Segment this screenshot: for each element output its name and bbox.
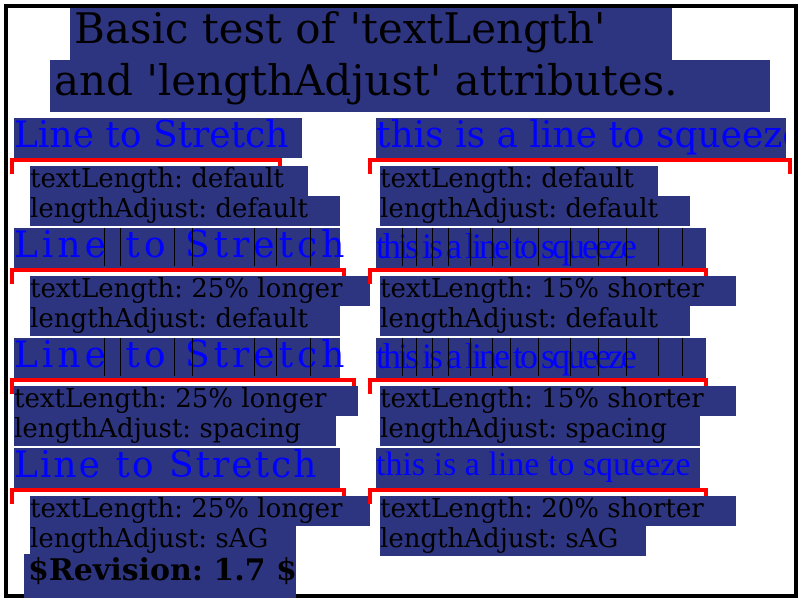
left-row-1-label-2: lengthAdjust: default xyxy=(30,196,340,226)
right-row-1-label-2: lengthAdjust: default xyxy=(380,196,690,226)
canvas-border xyxy=(4,4,798,598)
left-row-3-label-2: lengthAdjust: spacing xyxy=(14,416,336,446)
left-row-1-label-1: textLength: default xyxy=(30,166,308,196)
right-row-1-label-1: textLength: default xyxy=(380,166,658,196)
right-row-4-label-1: textLength: 20% shorter xyxy=(380,496,736,526)
right-row-3-label-2: lengthAdjust: spacing xyxy=(380,416,700,446)
right-row-3-label-1: textLength: 15% shorter xyxy=(380,386,736,416)
right-glyph-ticks-3 xyxy=(376,338,706,378)
left-row-4-label-1: textLength: 25% longer xyxy=(30,496,370,526)
left-test-text-1: Line to Stretch xyxy=(14,118,302,158)
right-row-4-label-2: lengthAdjust: sAG xyxy=(380,526,646,556)
right-length-bracket-1 xyxy=(368,158,792,178)
right-row-2-label-2: lengthAdjust: default xyxy=(380,306,690,336)
title-line-1: Basic test of 'textLength' xyxy=(70,8,672,60)
revision-label: $Revision: 1.7 $ xyxy=(24,554,297,598)
right-test-text-2: this is a line to squeeze xyxy=(376,228,706,268)
left-row-3-label-1: textLength: 25% longer xyxy=(14,386,358,416)
title-line-2: and 'lengthAdjust' attributes. xyxy=(50,60,770,112)
right-test-text-4: this is a line to squeeze xyxy=(376,448,700,488)
left-glyph-ticks-2 xyxy=(14,228,340,268)
left-row-2-label-2: lengthAdjust: default xyxy=(30,306,340,336)
right-glyph-ticks-2 xyxy=(376,228,706,268)
left-glyph-ticks-3 xyxy=(14,338,340,378)
right-row-2-label-1: textLength: 15% shorter xyxy=(380,276,736,306)
left-row-4-label-2: lengthAdjust: sAG xyxy=(30,526,296,556)
left-test-text-4: Line to Stretch xyxy=(14,448,340,488)
left-test-text-2: Line to Stretch xyxy=(14,225,349,268)
left-row-2-label-1: textLength: 25% longer xyxy=(30,276,370,306)
right-test-text-1: this is a line to squeeze xyxy=(376,118,786,158)
right-test-text-3: this is a line to squeeze xyxy=(376,338,706,378)
left-test-text-3: Line to Stretch xyxy=(14,335,349,378)
